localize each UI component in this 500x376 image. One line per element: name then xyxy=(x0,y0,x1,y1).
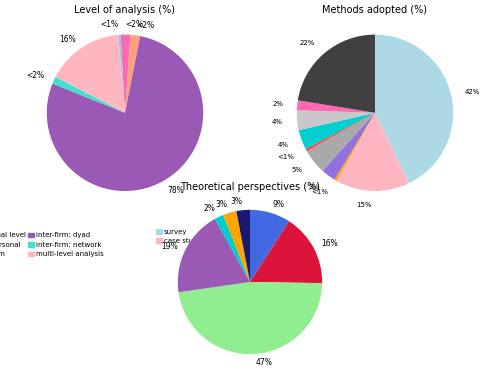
Text: 4%: 4% xyxy=(278,142,288,148)
Text: <1%: <1% xyxy=(312,190,328,196)
Wedge shape xyxy=(52,77,125,113)
Text: 78%: 78% xyxy=(167,186,184,195)
Wedge shape xyxy=(223,211,250,282)
Text: 4%: 4% xyxy=(272,119,283,125)
Text: 2%: 2% xyxy=(272,101,283,107)
Wedge shape xyxy=(120,35,130,113)
Title: Methods adopted (%): Methods adopted (%) xyxy=(322,5,428,15)
Text: 3%: 3% xyxy=(215,200,227,209)
Text: 15%: 15% xyxy=(356,202,372,208)
Text: <1%: <1% xyxy=(100,20,118,29)
Text: 3%: 3% xyxy=(230,197,242,206)
Wedge shape xyxy=(178,219,250,292)
Wedge shape xyxy=(306,113,375,151)
Text: 42%: 42% xyxy=(465,89,480,95)
Wedge shape xyxy=(47,36,203,191)
Legend: individual level, inter-personal, intra-firm, inter-firm: dyad, inter-firm: netw: individual level, inter-personal, intra-… xyxy=(0,230,106,260)
Wedge shape xyxy=(250,210,289,282)
Text: 22%: 22% xyxy=(300,39,315,45)
Wedge shape xyxy=(299,113,375,149)
Wedge shape xyxy=(178,282,322,354)
Wedge shape xyxy=(250,221,322,283)
Wedge shape xyxy=(297,110,375,130)
Text: <2%: <2% xyxy=(26,71,44,80)
Wedge shape xyxy=(236,210,250,282)
Wedge shape xyxy=(118,35,125,113)
Legend: survey, case study, qual interviews, modeling: survey, case study, qual interviews, mod… xyxy=(154,226,268,247)
Text: <2%: <2% xyxy=(136,21,155,30)
Text: <2%: <2% xyxy=(126,20,144,29)
Wedge shape xyxy=(125,35,140,113)
Text: 19%: 19% xyxy=(161,242,178,250)
Wedge shape xyxy=(322,113,375,180)
Text: 16%: 16% xyxy=(322,239,338,248)
Wedge shape xyxy=(56,35,125,113)
Wedge shape xyxy=(298,35,375,113)
Text: 2%: 2% xyxy=(204,205,215,214)
Text: 9%: 9% xyxy=(273,200,285,209)
Wedge shape xyxy=(215,215,250,282)
Title: Theoretical perspectives (%): Theoretical perspectives (%) xyxy=(180,182,320,192)
Text: <1%: <1% xyxy=(277,154,294,160)
Text: 5%: 5% xyxy=(292,167,303,173)
Text: 16%: 16% xyxy=(59,35,76,44)
Text: 3%: 3% xyxy=(308,184,320,190)
Wedge shape xyxy=(334,113,375,181)
Title: Level of analysis (%): Level of analysis (%) xyxy=(74,5,176,15)
Wedge shape xyxy=(297,100,375,113)
Wedge shape xyxy=(307,113,375,171)
Wedge shape xyxy=(336,113,409,191)
Wedge shape xyxy=(375,35,453,183)
Text: 47%: 47% xyxy=(255,358,272,367)
